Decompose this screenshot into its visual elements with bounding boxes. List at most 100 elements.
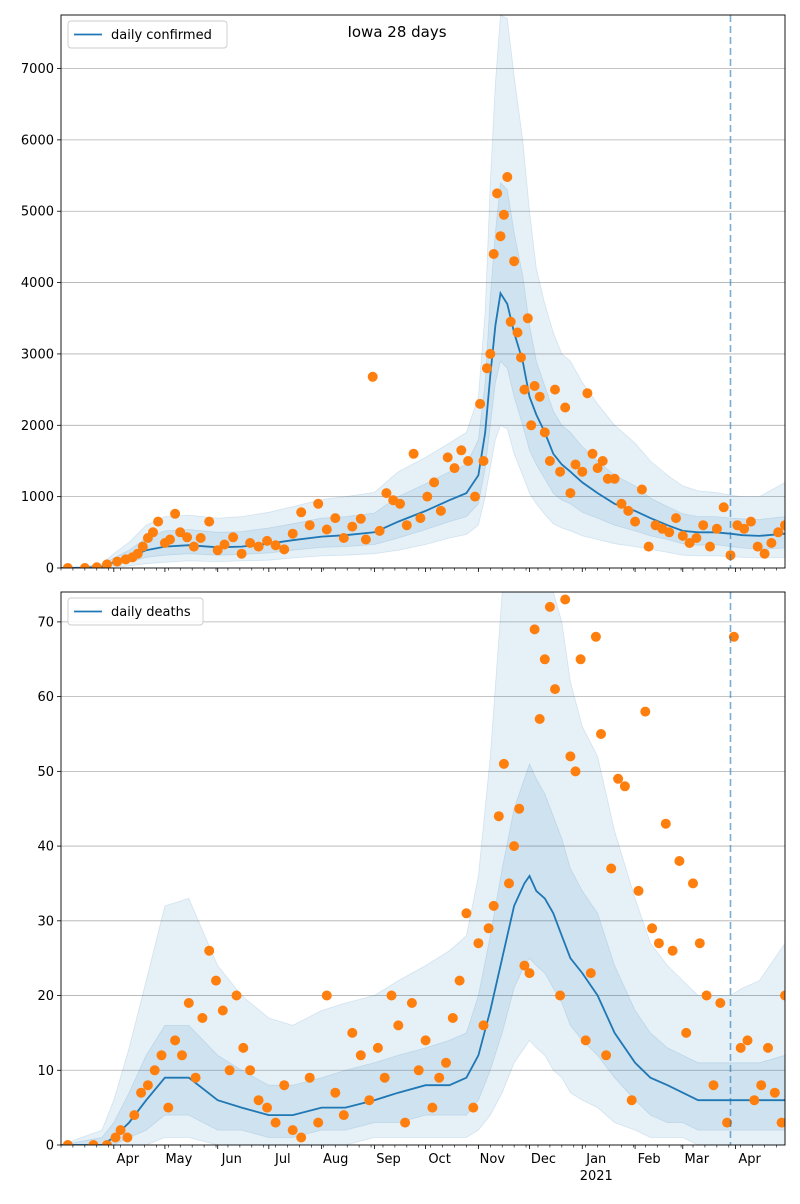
data-point — [575, 654, 586, 665]
legend: daily confirmed — [67, 20, 228, 49]
y-tick-label: 70 — [37, 615, 54, 630]
y-tick-label: 60 — [37, 690, 54, 705]
data-point — [224, 1065, 235, 1076]
data-point — [122, 1132, 133, 1143]
data-point — [498, 758, 509, 769]
data-point — [420, 1035, 431, 1046]
data-point — [759, 548, 770, 559]
data-point — [773, 527, 784, 538]
data-point — [175, 527, 186, 538]
data-point — [769, 1087, 780, 1098]
data-point — [212, 545, 223, 556]
data-point — [739, 523, 750, 534]
data-point — [498, 209, 509, 220]
data-point — [401, 520, 412, 531]
data-point — [495, 231, 506, 242]
data-point — [338, 1110, 349, 1121]
data-point — [355, 1050, 366, 1061]
data-point — [504, 878, 514, 889]
data-point — [623, 505, 634, 516]
data-point — [519, 384, 530, 395]
data-point — [544, 601, 555, 612]
x-tick-label: Nov — [480, 1152, 506, 1167]
data-point — [400, 1117, 411, 1128]
data-point — [534, 391, 545, 402]
data-point — [149, 1065, 160, 1076]
data-point — [355, 513, 366, 524]
data-point — [253, 1095, 264, 1106]
data-point — [217, 1005, 228, 1016]
data-point — [441, 1057, 451, 1068]
data-point — [493, 811, 504, 822]
y-tick-label: 3000 — [21, 347, 54, 362]
data-point — [435, 505, 446, 516]
data-point — [647, 923, 658, 934]
x-year-label: 2021 — [580, 1169, 613, 1184]
data-point — [529, 624, 540, 635]
data-point — [514, 803, 525, 814]
data-point — [671, 513, 681, 524]
data-point — [165, 534, 175, 545]
data-point — [62, 1140, 73, 1145]
data-point — [519, 960, 530, 971]
data-point — [526, 420, 537, 431]
data-point — [485, 348, 496, 359]
data-point — [330, 1087, 341, 1098]
y-tick-label: 30 — [37, 914, 54, 929]
data-point — [534, 714, 545, 724]
data-point — [386, 990, 397, 1001]
data-point — [88, 1140, 99, 1145]
data-point — [512, 327, 523, 338]
data-point — [708, 1080, 719, 1091]
data-point — [509, 256, 520, 267]
data-point — [313, 498, 324, 509]
data-point — [170, 1035, 181, 1046]
data-point — [408, 448, 419, 459]
data-point — [270, 540, 281, 551]
x-tick-label: Jul — [274, 1152, 291, 1167]
data-point — [321, 524, 332, 535]
data-point — [347, 521, 358, 532]
data-point — [633, 885, 644, 896]
data-point — [606, 863, 617, 874]
data-point — [245, 538, 256, 548]
data-point — [287, 528, 298, 539]
data-point — [745, 516, 756, 527]
data-point — [582, 388, 593, 399]
data-point — [245, 1065, 256, 1076]
x-tick-label: Dec — [531, 1152, 556, 1167]
legend-label: daily deaths — [111, 605, 191, 620]
data-point — [516, 352, 526, 363]
plot-area — [61, 15, 785, 568]
data-point — [372, 1042, 383, 1053]
x-tick-label: Mar — [685, 1152, 710, 1167]
data-point — [442, 452, 453, 463]
data-point — [429, 477, 440, 488]
data-point — [415, 513, 426, 524]
data-point — [197, 1013, 208, 1023]
data-point — [711, 523, 722, 534]
data-point — [664, 527, 675, 538]
data-point — [132, 548, 143, 559]
legend-label: daily confirmed — [111, 28, 212, 43]
data-point — [681, 1027, 692, 1038]
data-point — [597, 456, 608, 466]
data-point — [91, 562, 102, 568]
data-point — [749, 1095, 760, 1106]
data-point — [550, 684, 560, 695]
data-point — [177, 1050, 187, 1061]
data-point — [338, 533, 349, 543]
data-point — [509, 841, 520, 852]
data-point — [688, 878, 698, 889]
data-point — [677, 530, 688, 541]
data-point — [381, 488, 392, 499]
data-point — [129, 1110, 140, 1121]
data-point — [360, 534, 371, 545]
data-point — [188, 541, 199, 552]
data-point — [492, 188, 503, 199]
data-point — [560, 594, 571, 605]
data-point — [763, 1042, 773, 1053]
data-point — [780, 520, 785, 531]
data-point — [715, 998, 726, 1008]
legend: daily deaths — [67, 597, 204, 626]
